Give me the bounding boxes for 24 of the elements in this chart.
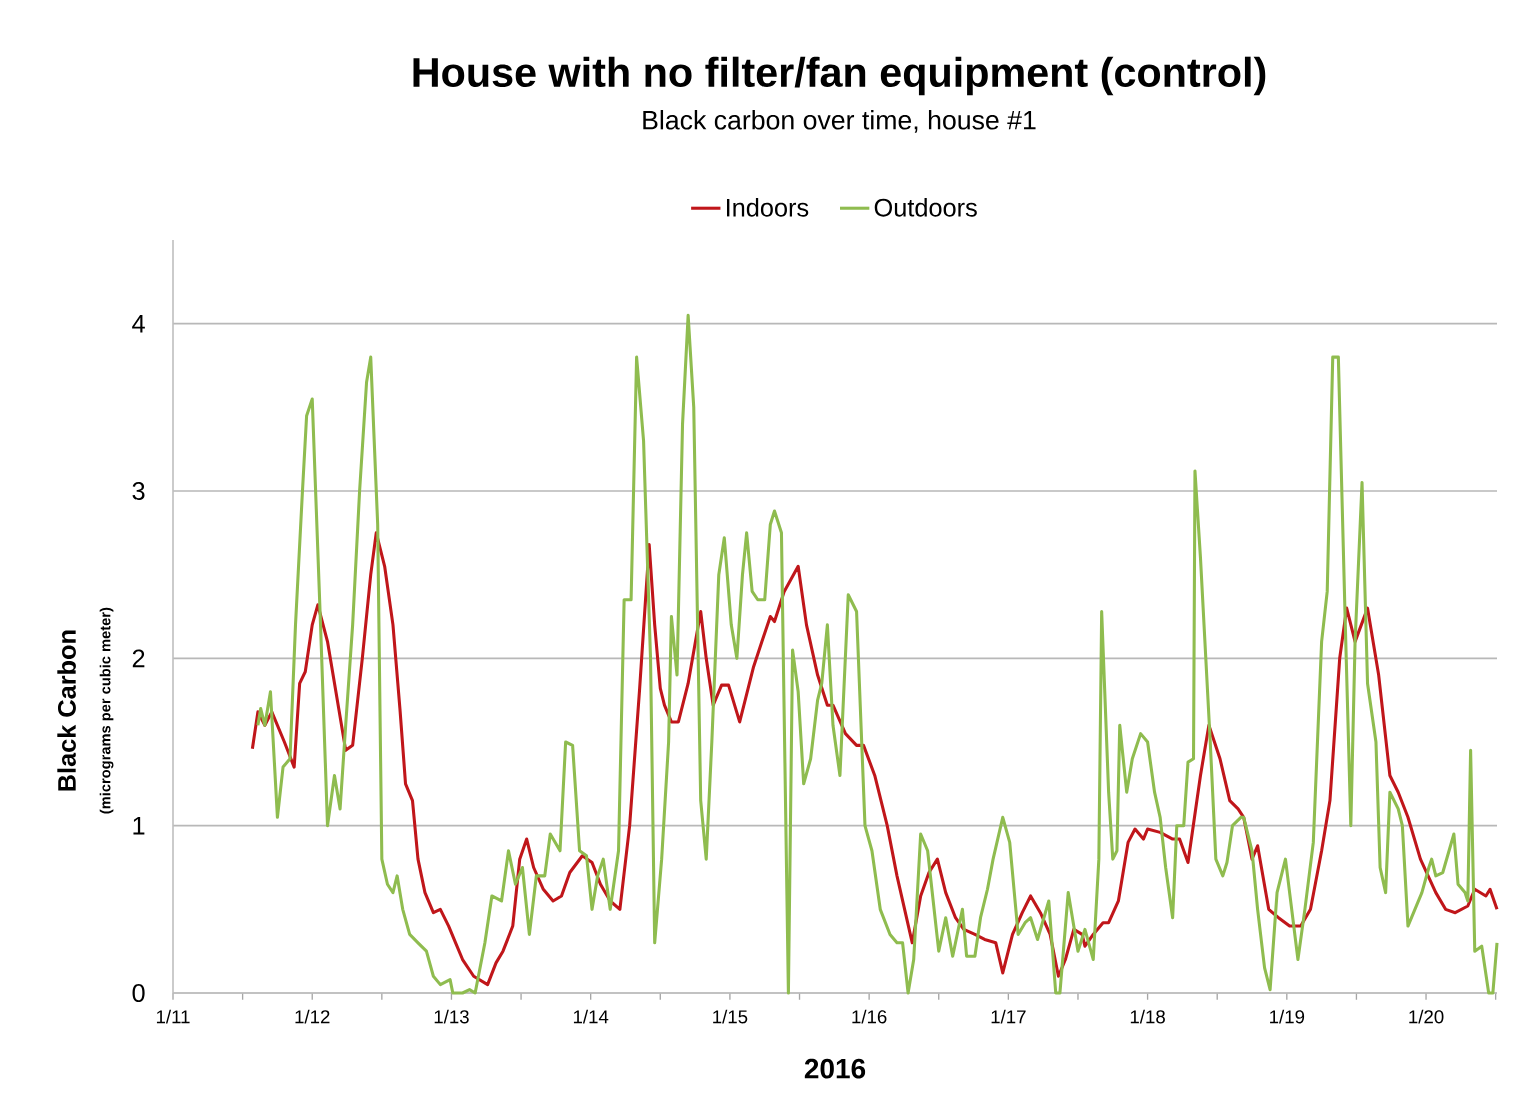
legend-label: Outdoors bbox=[874, 198, 977, 217]
text: (micrograms per cubic meter) bbox=[99, 607, 114, 814]
y-tick-label: 2 bbox=[132, 649, 145, 668]
y-tick-label: 4 bbox=[132, 314, 145, 333]
x-tick-label: 1/20 bbox=[1409, 1009, 1444, 1024]
x-tick-label: 1/12 bbox=[295, 1009, 330, 1024]
x-tick-label: 1/17 bbox=[991, 1009, 1026, 1024]
line-series bbox=[250, 531, 1499, 987]
y-tick-label: 3 bbox=[132, 482, 145, 500]
x-tick-label: 1/14 bbox=[573, 1009, 609, 1024]
y-tick-label: 0 bbox=[132, 984, 145, 1002]
x-tick-label: 1/16 bbox=[852, 1009, 887, 1024]
x-tick-label: 1/19 bbox=[1270, 1009, 1305, 1024]
x-tick-label: 1/18 bbox=[1130, 1009, 1165, 1024]
x-tick-label: 1/11 bbox=[156, 1009, 190, 1024]
chart-title: House with no filter/fan equipment (control) bbox=[413, 56, 1266, 96]
legend-label: Indoors bbox=[726, 198, 809, 217]
y-tick-label: 1 bbox=[133, 816, 145, 835]
x-tick-label: 1/15 bbox=[713, 1009, 748, 1024]
x-tick-label: 1/13 bbox=[434, 1009, 469, 1024]
y-axis-title: Black Carbon bbox=[57, 630, 76, 791]
line-series bbox=[256, 313, 1499, 995]
x-axis-title: 2016 bbox=[804, 1058, 866, 1079]
chart-subtitle: Black carbon over time, house #1 bbox=[643, 110, 1036, 133]
